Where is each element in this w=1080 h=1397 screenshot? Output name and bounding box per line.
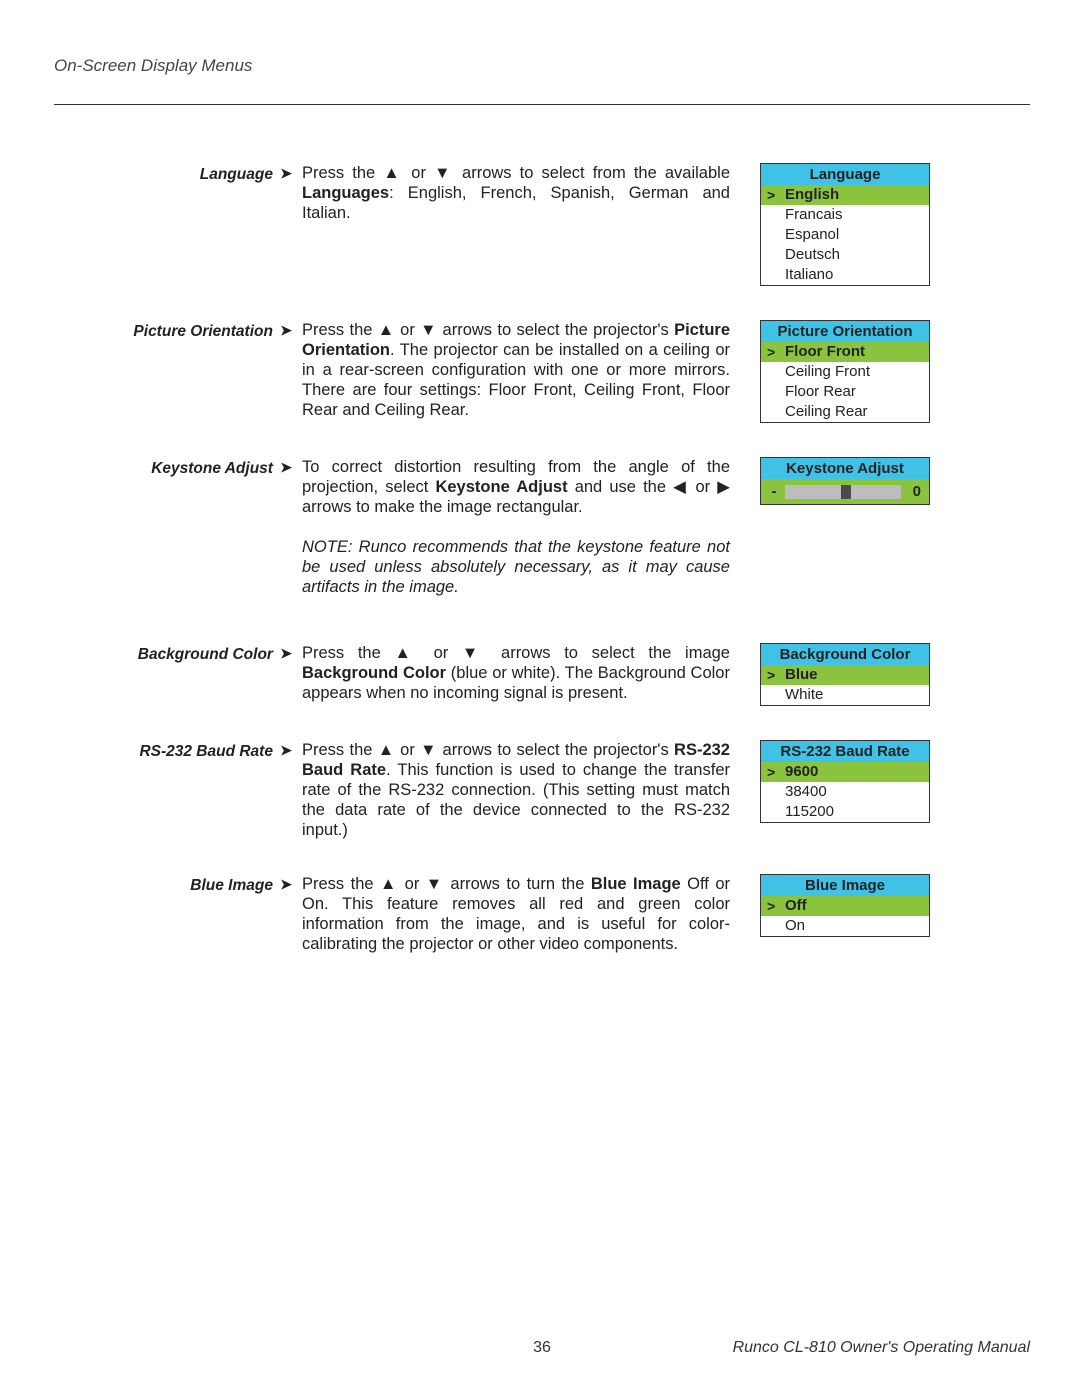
down-icon: ▼ bbox=[420, 321, 437, 339]
chevron-icon: ➤ bbox=[280, 163, 292, 183]
osd-blue-image: Blue Image >Off On bbox=[760, 874, 930, 937]
chevron-icon: ➤ bbox=[280, 643, 292, 663]
chevron-icon: ➤ bbox=[280, 320, 292, 340]
desc-blue-image: Press the ▲ or ▼ arrows to turn the Blue… bbox=[302, 874, 742, 954]
keystone-value: 0 bbox=[907, 483, 921, 500]
section-background: Background Color ➤ Press the ▲ or ▼ arro… bbox=[54, 643, 1030, 706]
osd-selected[interactable]: >Floor Front bbox=[761, 342, 929, 362]
osd-option[interactable]: Francais bbox=[761, 205, 929, 225]
keystone-note: NOTE: Runco recommends that the keystone… bbox=[302, 537, 730, 597]
osd-option[interactable]: Espanol bbox=[761, 225, 929, 245]
desc-rs232: Press the ▲ or ▼ arrows to select the pr… bbox=[302, 740, 742, 840]
osd-option[interactable]: White bbox=[761, 685, 929, 705]
label-keystone: Keystone Adjust ➤ bbox=[54, 457, 302, 479]
keystone-slider[interactable]: - 0 bbox=[761, 479, 929, 504]
osd-title: Picture Orientation bbox=[761, 321, 929, 342]
osd-title: Background Color bbox=[761, 644, 929, 665]
osd-option[interactable]: Floor Rear bbox=[761, 382, 929, 402]
right-icon: ▶ bbox=[717, 478, 730, 496]
down-icon: ▼ bbox=[426, 875, 444, 893]
osd-rs232: RS-232 Baud Rate >9600 38400 115200 bbox=[760, 740, 930, 823]
down-icon: ▼ bbox=[434, 164, 454, 182]
section-rs232: RS-232 Baud Rate ➤ Press the ▲ or ▼ arro… bbox=[54, 740, 1030, 840]
up-icon: ▲ bbox=[394, 644, 419, 662]
osd-background: Background Color >Blue White bbox=[760, 643, 930, 706]
down-icon: ▼ bbox=[420, 741, 437, 759]
left-icon: ◀ bbox=[673, 478, 688, 496]
osd-picture-orientation: Picture Orientation >Floor Front Ceiling… bbox=[760, 320, 930, 423]
osd-option[interactable]: Ceiling Front bbox=[761, 362, 929, 382]
up-icon: ▲ bbox=[383, 164, 403, 182]
down-icon: ▼ bbox=[462, 644, 487, 662]
desc-keystone: To correct distortion resulting from the… bbox=[302, 457, 742, 597]
osd-selected[interactable]: >Blue bbox=[761, 665, 929, 685]
label-rs232: RS-232 Baud Rate ➤ bbox=[54, 740, 302, 762]
osd-title: Keystone Adjust bbox=[761, 458, 929, 479]
page-footer: 36 Runco CL-810 Owner's Operating Manual bbox=[54, 1339, 1030, 1357]
osd-option[interactable]: 38400 bbox=[761, 782, 929, 802]
slider-thumb[interactable] bbox=[841, 485, 851, 499]
up-icon: ▲ bbox=[378, 741, 395, 759]
desc-language: Press the ▲ or ▼ arrows to select from t… bbox=[302, 163, 742, 223]
osd-selected[interactable]: >Off bbox=[761, 896, 929, 916]
osd-title: Blue Image bbox=[761, 875, 929, 896]
section-blue-image: Blue Image ➤ Press the ▲ or ▼ arrows to … bbox=[54, 874, 1030, 954]
chevron-icon: ➤ bbox=[280, 740, 292, 760]
slider-track[interactable] bbox=[785, 485, 901, 499]
section-picture-orientation: Picture Orientation ➤ Press the ▲ or ▼ a… bbox=[54, 320, 1030, 423]
desc-background: Press the ▲ or ▼ arrows to select the im… bbox=[302, 643, 742, 703]
osd-selected[interactable]: >English bbox=[761, 185, 929, 205]
osd-option[interactable]: 115200 bbox=[761, 802, 929, 822]
section-language: Language ➤ Press the ▲ or ▼ arrows to se… bbox=[54, 163, 1030, 286]
up-icon: ▲ bbox=[378, 321, 395, 339]
chevron-icon: ➤ bbox=[280, 874, 292, 894]
minus-icon: - bbox=[769, 483, 779, 500]
label-background: Background Color ➤ bbox=[54, 643, 302, 665]
osd-option[interactable]: Ceiling Rear bbox=[761, 402, 929, 422]
manual-title: Runco CL-810 Owner's Operating Manual bbox=[733, 1339, 1030, 1357]
label-blue-image: Blue Image ➤ bbox=[54, 874, 302, 896]
osd-title: Language bbox=[761, 164, 929, 185]
osd-selected[interactable]: >9600 bbox=[761, 762, 929, 782]
osd-language: Language >English Francais Espanol Deuts… bbox=[760, 163, 930, 286]
osd-option[interactable]: Italiano bbox=[761, 265, 929, 285]
label-picture-orientation: Picture Orientation ➤ bbox=[54, 320, 302, 342]
page-header: On-Screen Display Menus bbox=[54, 56, 1030, 76]
osd-keystone: Keystone Adjust - 0 bbox=[760, 457, 930, 505]
osd-title: RS-232 Baud Rate bbox=[761, 741, 929, 762]
chevron-icon: ➤ bbox=[280, 457, 292, 477]
section-keystone: Keystone Adjust ➤ To correct distortion … bbox=[54, 457, 1030, 597]
osd-option[interactable]: On bbox=[761, 916, 929, 936]
up-icon: ▲ bbox=[380, 875, 398, 893]
label-language: Language ➤ bbox=[54, 163, 302, 185]
header-rule bbox=[54, 104, 1030, 105]
desc-picture-orientation: Press the ▲ or ▼ arrows to select the pr… bbox=[302, 320, 742, 420]
osd-option[interactable]: Deutsch bbox=[761, 245, 929, 265]
